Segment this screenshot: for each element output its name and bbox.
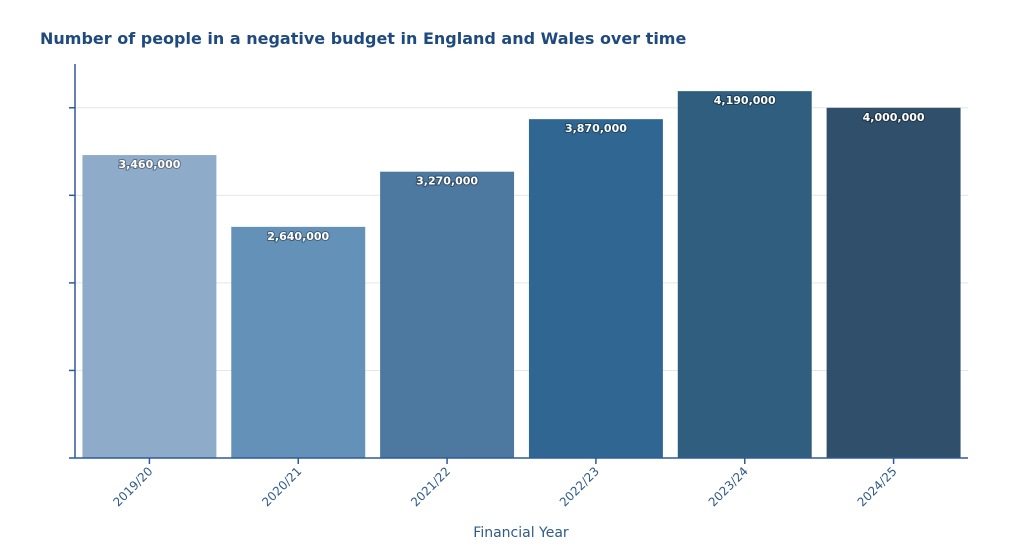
bar (231, 226, 366, 458)
x-tick-label: 2019/20 (110, 464, 155, 509)
x-tick-label: 2021/22 (408, 464, 453, 509)
data-label: 3,870,000 (565, 122, 627, 135)
bar (380, 171, 515, 458)
x-tick-label: 2024/25 (855, 464, 900, 509)
data-label: 3,460,000 (118, 158, 180, 171)
x-tick-label: 2020/21 (259, 464, 304, 509)
x-tick-label: 2022/23 (557, 464, 602, 509)
data-label: 4,000,000 (863, 111, 925, 124)
bar (528, 119, 663, 458)
x-tick-label: 2023/24 (706, 464, 751, 509)
data-label: 3,270,000 (416, 175, 478, 188)
x-axis-title: Financial Year (473, 525, 569, 541)
bar (826, 107, 961, 459)
data-label: 2,640,000 (267, 230, 329, 243)
bar (82, 155, 217, 458)
data-label: 4,190,000 (714, 94, 776, 107)
bar (677, 91, 812, 459)
chart-title: Number of people in a negative budget in… (40, 29, 686, 48)
